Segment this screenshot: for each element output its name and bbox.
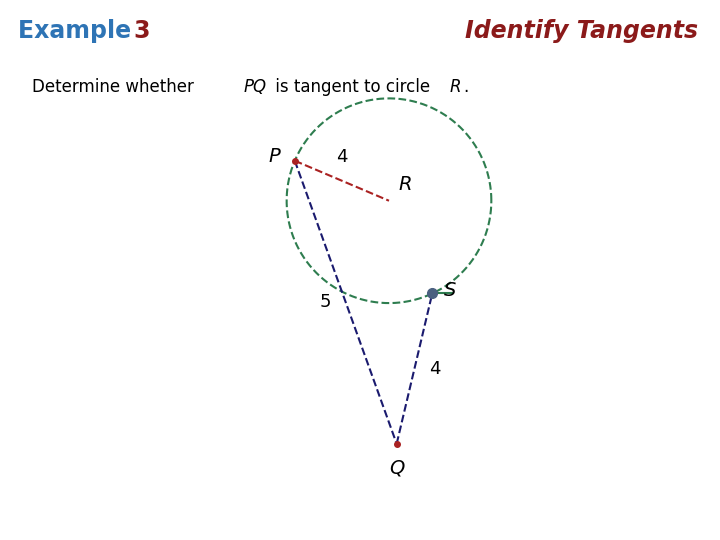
Text: Q: Q	[389, 458, 405, 477]
Text: 4: 4	[429, 360, 441, 377]
Text: S: S	[444, 281, 456, 300]
Text: Determine whether: Determine whether	[32, 78, 199, 96]
Text: 3: 3	[133, 19, 150, 43]
Text: 4: 4	[336, 148, 348, 166]
Text: .: .	[463, 78, 468, 96]
Text: R: R	[450, 78, 462, 96]
Text: R: R	[399, 176, 412, 194]
Text: Example: Example	[18, 19, 140, 43]
Text: is tangent to circle: is tangent to circle	[270, 78, 436, 96]
Text: P: P	[269, 147, 280, 166]
Text: Identify Tangents: Identify Tangents	[465, 19, 698, 43]
Text: 5: 5	[320, 293, 331, 311]
Text: PQ: PQ	[243, 78, 266, 96]
